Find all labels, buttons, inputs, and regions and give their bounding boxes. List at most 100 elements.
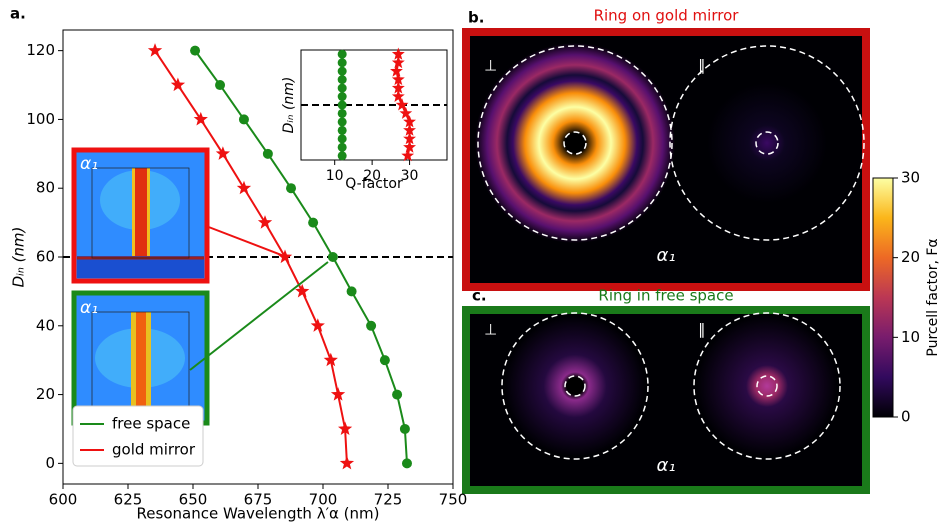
colorbar-tick-label: 0 (901, 408, 911, 426)
data-point (337, 100, 347, 110)
polarization: ⊥ (484, 57, 497, 75)
polarization: ∥ (698, 321, 706, 339)
ring-outline (501, 312, 649, 460)
data-point (295, 283, 310, 298)
data-point (338, 421, 353, 435)
ring-outline (669, 45, 865, 241)
x-tick-label: 30 (401, 168, 419, 184)
colorbar-label: Purcell factor, Fα (925, 238, 941, 356)
panel-title: Ring in free space (598, 287, 733, 305)
ring-outline (755, 131, 779, 155)
y-tick-label: 0 (45, 454, 55, 472)
x-tick-label: 700 (309, 491, 338, 509)
data-point (310, 318, 325, 332)
field-map (505, 316, 645, 456)
y-axis-label: Dᵢₙ (nm) (281, 77, 297, 134)
data-point (390, 64, 403, 77)
data-point (391, 47, 405, 60)
legend-label: gold mirror (112, 441, 196, 459)
ring-outline (756, 375, 778, 397)
field-inset: α₁ (71, 147, 210, 284)
data-point (403, 115, 416, 128)
field-inset: α₁ (71, 290, 210, 426)
data-point (147, 43, 163, 57)
y-axis-label: Dᵢₙ (nm) (10, 227, 28, 288)
panel-label: b. (468, 9, 484, 27)
data-point (379, 355, 390, 366)
data-point (401, 458, 412, 469)
data-point (262, 148, 273, 159)
data-point (392, 389, 403, 400)
data-point (337, 151, 347, 161)
data-point (399, 423, 410, 434)
field-map (475, 43, 675, 243)
data-point (399, 106, 413, 119)
data-point (391, 81, 405, 94)
x-tick-label: 10 (326, 168, 344, 184)
colorbar-tick-label: 10 (901, 328, 920, 346)
data-point (238, 114, 249, 125)
data-point (170, 77, 186, 92)
data-point (286, 183, 297, 194)
x-axis-label: Resonance Wavelength λ′α (nm) (137, 505, 380, 523)
data-point (391, 72, 405, 86)
data-point (337, 125, 347, 135)
x-axis-label: Q-factor (345, 176, 403, 192)
polarization: ∥ (698, 57, 706, 75)
field-map (707, 83, 827, 203)
data-point (366, 320, 377, 331)
data-point (339, 455, 355, 470)
colorbar-tick-label: 30 (901, 169, 920, 187)
pointer-arrow (205, 225, 285, 257)
mode-label: α₁ (656, 245, 675, 266)
mode-label: α₁ (80, 298, 98, 318)
data-point (337, 117, 347, 127)
mode-label: α₁ (656, 455, 675, 476)
data-point (257, 215, 273, 229)
x-tick-label: 600 (49, 491, 78, 509)
data-point (277, 249, 293, 264)
data-point (308, 217, 319, 228)
data-point (337, 75, 347, 85)
data-point (337, 66, 347, 76)
ring-outline (564, 375, 586, 397)
data-point (337, 92, 347, 102)
data-point (337, 108, 347, 118)
y-tick-label: 120 (26, 41, 55, 59)
data-point (391, 55, 405, 69)
y-tick-label: 40 (36, 316, 55, 334)
y-tick-label: 100 (26, 110, 55, 128)
colorbar-tick-label: 20 (901, 248, 920, 266)
data-point (346, 286, 357, 297)
x-tick-label: 750 (439, 491, 468, 509)
data-point (403, 123, 416, 136)
y-tick-label: 80 (36, 179, 55, 197)
data-point (337, 83, 347, 93)
data-point (391, 89, 405, 102)
data-point (330, 387, 346, 401)
data-point (236, 180, 252, 195)
data-point (215, 146, 230, 160)
ring-outline (563, 131, 587, 155)
y-tick-label: 20 (36, 385, 55, 403)
legend-label: free space (112, 415, 190, 433)
data-point (401, 149, 415, 162)
y-tick-label: 60 (36, 248, 55, 266)
pointer-arrow (189, 261, 329, 371)
x-tick-label: 675 (244, 491, 273, 509)
data-point (337, 134, 347, 144)
ring-outline (477, 45, 673, 241)
mode-label: α₁ (80, 154, 98, 174)
data-point (190, 45, 201, 56)
data-point (193, 111, 208, 126)
panel-label: a. (10, 5, 26, 23)
data-point (337, 58, 347, 68)
data-point (337, 49, 347, 59)
x-tick-label: 725 (374, 491, 403, 509)
data-point (337, 142, 347, 152)
data-point (403, 140, 416, 153)
data-point (323, 352, 338, 367)
polarization: ⊥ (484, 321, 497, 339)
x-tick-label: 20 (363, 168, 381, 184)
